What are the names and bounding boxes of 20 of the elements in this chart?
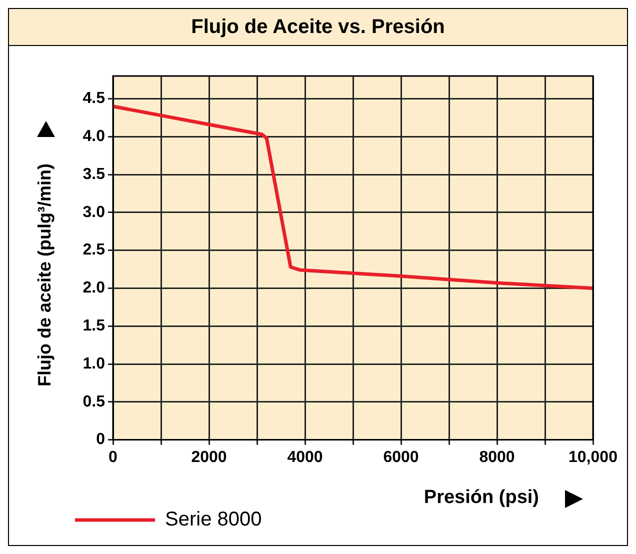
y-tick-label: 2.0 [82,280,106,297]
x-tick-label: 6000 [383,448,419,466]
y-tick-label: 1.0 [82,355,106,372]
y-tick-label: 0 [96,431,106,448]
y-tick-label: 1.5 [82,318,106,335]
x-tick-label: 10,000 [568,448,618,466]
y-tick-label: 4.0 [82,128,106,146]
y-tick-label: 0.5 [82,393,106,410]
y-tick-label: 3.0 [82,204,106,221]
chart-title: Flujo de Aceite vs. Presión [9,9,627,46]
y-tick-label: 3.5 [82,166,106,183]
x-tick-label: 2000 [191,448,227,466]
y-axis-title: Flujo de aceite (pulg³/min) [34,163,56,387]
x-tick-label: 4000 [287,448,323,466]
x-axis-title: Presión (psi) [424,487,539,509]
x-tick-label: 8000 [479,448,515,466]
legend-label: Serie 8000 [165,508,262,531]
x-tick-label: 0 [108,448,118,466]
y-tick-label: 2.5 [82,242,106,259]
y-tick-label: 4.5 [82,90,106,108]
